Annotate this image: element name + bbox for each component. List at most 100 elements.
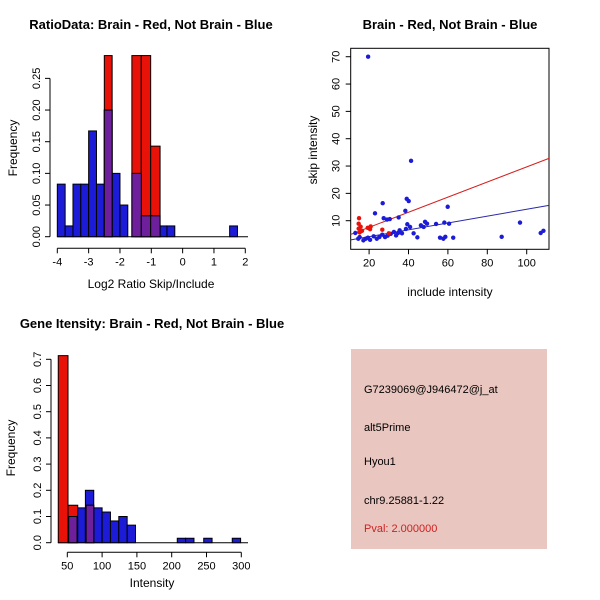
not-brain-point bbox=[445, 204, 450, 209]
brain-fit-line bbox=[350, 157, 550, 235]
not-brain-point bbox=[365, 54, 371, 59]
not-brain-point bbox=[406, 198, 411, 204]
y-tick-label: 60 bbox=[331, 78, 343, 90]
not-brain-bar bbox=[118, 516, 128, 544]
not-brain-point bbox=[391, 229, 397, 235]
not-brain-bar bbox=[185, 537, 195, 544]
not-brain-bar bbox=[88, 130, 97, 238]
not-brain-point bbox=[361, 238, 366, 243]
not-brain-point bbox=[443, 234, 448, 240]
y-tick-label: 0.05 bbox=[31, 194, 43, 215]
y-tick-label: 0.6 bbox=[32, 378, 44, 393]
overlap-bar bbox=[103, 109, 113, 238]
x-tick-label: -3 bbox=[84, 256, 94, 268]
x-tick-label: 60 bbox=[442, 257, 454, 269]
not-brain-point bbox=[446, 221, 452, 226]
overlap-bar bbox=[131, 172, 142, 238]
x-axis-label: Intensity bbox=[130, 576, 175, 590]
not-brain-point bbox=[372, 211, 378, 216]
not-brain-bar bbox=[176, 537, 187, 544]
gene-symbol: Hyou1 bbox=[364, 456, 396, 468]
x-tick-label: 20 bbox=[363, 257, 375, 269]
not-brain-bar bbox=[109, 520, 120, 544]
not-brain-point bbox=[403, 208, 408, 214]
chart-title: Brain - Red, Not Brain - Blue bbox=[363, 17, 538, 32]
ratio-histogram-panel: RatioData: Brain - Red, Not Brain - Blue… bbox=[0, 0, 300, 300]
x-tick-label: -1 bbox=[146, 256, 156, 268]
x-tick-label: 1 bbox=[211, 256, 217, 268]
not-brain-point bbox=[371, 234, 376, 239]
y-axis-label: Frequency bbox=[4, 420, 18, 477]
overlap-bar bbox=[68, 516, 78, 544]
not-brain-point bbox=[380, 232, 385, 237]
y-tick-label: 0.4 bbox=[32, 430, 44, 445]
y-tick-label: 0.7 bbox=[32, 352, 44, 367]
not-brain-point bbox=[499, 234, 504, 240]
y-tick-label: 30 bbox=[331, 160, 343, 172]
overlap-bar bbox=[150, 215, 161, 238]
y-tick-label: 20 bbox=[331, 187, 343, 199]
splice-event-type: alt5Prime bbox=[364, 422, 411, 434]
y-tick-label: 70 bbox=[331, 51, 343, 63]
y-tick-label: 0.5 bbox=[32, 404, 44, 419]
not-brain-point bbox=[415, 235, 420, 240]
brain-point bbox=[380, 227, 385, 232]
not-brain-point bbox=[517, 220, 523, 225]
gene-info-box: G7239069@J946472@j_at alt5Prime Hyou1 ch… bbox=[351, 349, 547, 549]
x-tick-label: 80 bbox=[481, 257, 493, 269]
y-tick-label: 0.15 bbox=[31, 131, 43, 152]
intensity-scatter-chart: Brain - Red, Not Brain - Blue 20 40 60 80 100… bbox=[306, 17, 550, 299]
gene-intensity-histogram-chart: Gene Itensity: Brain - Red, Not Brain - … bbox=[4, 316, 284, 590]
x-axis-label: Log2 Ratio Skip/Include bbox=[88, 277, 215, 291]
not-brain-point bbox=[403, 226, 409, 232]
not-brain-bar bbox=[231, 537, 242, 544]
x-tick-label: 2 bbox=[242, 256, 248, 268]
y-axis-label: skip intensity bbox=[306, 116, 320, 185]
not-brain-bar bbox=[56, 183, 66, 238]
not-brain-point bbox=[381, 216, 386, 221]
not-brain-bar bbox=[126, 524, 137, 544]
y-tick-label: 0.1 bbox=[32, 509, 44, 524]
not-brain-point bbox=[433, 221, 439, 227]
not-brain-point bbox=[356, 236, 361, 241]
x-tick-label: -2 bbox=[115, 256, 125, 268]
not-brain-bar bbox=[76, 507, 86, 544]
chart-title: Gene Itensity: Brain - Red, Not Brain - … bbox=[20, 316, 284, 331]
chart-title: RatioData: Brain - Red, Not Brain - Blue bbox=[29, 17, 272, 32]
not-brain-point bbox=[408, 158, 414, 164]
x-axis-label: include intensity bbox=[407, 285, 492, 299]
not-brain-point bbox=[405, 222, 410, 227]
not-brain-point bbox=[396, 215, 401, 220]
not-brain-point bbox=[421, 224, 426, 230]
intensity-scatter-panel: Brain - Red, Not Brain - Blue 20 40 60 80 100… bbox=[300, 0, 600, 300]
ratio-histogram-chart: RatioData: Brain - Red, Not Brain - Blue… bbox=[6, 17, 273, 291]
brain-point bbox=[386, 231, 391, 236]
y-tick-label: 40 bbox=[331, 133, 343, 145]
not-brain-bar bbox=[80, 183, 90, 238]
not-brain-bar bbox=[229, 225, 238, 238]
not-brain-point bbox=[424, 221, 430, 226]
y-tick-label: 10 bbox=[331, 215, 343, 227]
y-tick-label: 0.10 bbox=[31, 163, 43, 184]
not-brain-bar bbox=[166, 225, 176, 238]
not-brain-point bbox=[353, 230, 358, 236]
y-tick-label: 0.20 bbox=[31, 99, 43, 120]
not-brain-bar bbox=[101, 511, 111, 544]
brain-bar bbox=[140, 55, 152, 238]
not-brain-point bbox=[380, 201, 385, 206]
not-brain-point bbox=[411, 231, 416, 236]
y-tick-label: 0.0 bbox=[32, 535, 44, 550]
y-tick-label: 0.2 bbox=[32, 483, 44, 498]
brain-point bbox=[368, 224, 373, 229]
brain-point bbox=[359, 228, 365, 234]
y-axis-label: Frequency bbox=[6, 120, 20, 177]
x-tick-label: 300 bbox=[232, 560, 250, 572]
not-brain-point bbox=[387, 216, 392, 222]
not-brain-point bbox=[541, 228, 546, 234]
not-brain-point bbox=[399, 231, 405, 236]
not-brain-point bbox=[442, 220, 447, 225]
x-tick-label: 40 bbox=[402, 257, 414, 269]
x-tick-label: -4 bbox=[52, 256, 62, 268]
not-brain-bar bbox=[95, 183, 105, 238]
brain-point bbox=[356, 216, 362, 221]
